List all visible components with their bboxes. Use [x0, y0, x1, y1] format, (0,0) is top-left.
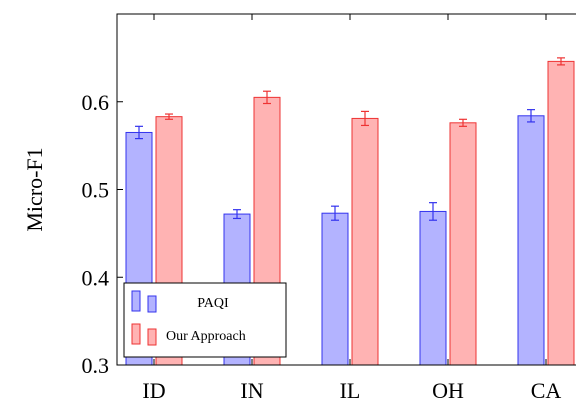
error-bar	[429, 202, 437, 221]
error-bars-layer	[135, 57, 565, 221]
x-tick-label: OH	[432, 378, 464, 403]
y-tick-label: 0.3	[82, 353, 110, 378]
y-axis-ticks: 0.3 0.4 0.5 0.6	[82, 90, 123, 378]
bar-paqi-ca	[517, 115, 545, 366]
legend: PAQI Our Approach	[123, 282, 287, 358]
y-tick-label: 0.6	[82, 90, 110, 115]
bar-our-approach-il	[351, 117, 379, 366]
x-tick-label: CA	[531, 378, 562, 403]
legend-swatch-paqi	[147, 295, 157, 313]
x-tick-label: IN	[240, 378, 263, 403]
bar-paqi-il	[321, 212, 349, 366]
error-bar	[165, 113, 173, 120]
y-tick-label: 0.4	[82, 265, 110, 290]
legend-box	[123, 282, 287, 358]
bar-paqi-oh	[419, 210, 447, 366]
legend-swatch-our-approach	[131, 323, 141, 345]
error-bar	[263, 90, 271, 105]
error-bar	[135, 125, 143, 140]
y-tick-label: 0.5	[82, 178, 110, 203]
error-bar	[527, 109, 535, 123]
x-tick-label: IL	[340, 378, 361, 403]
error-bar	[233, 209, 241, 220]
error-bar	[459, 118, 467, 127]
x-axis-ticks: ID IN IL OH CA	[142, 14, 561, 403]
legend-label-our-approach: Our Approach	[166, 329, 246, 344]
x-tick-label: ID	[142, 378, 165, 403]
legend-swatch-our-approach	[147, 328, 157, 346]
bar-our-approach-oh	[449, 122, 477, 366]
error-bar	[331, 205, 339, 221]
legend-label-paqi: PAQI	[197, 296, 229, 311]
y-axis-label: Micro-F1	[22, 147, 47, 231]
error-bar	[361, 110, 369, 127]
bar-our-approach-ca	[547, 60, 575, 366]
error-bar	[557, 57, 565, 66]
legend-swatch-paqi	[131, 290, 141, 312]
